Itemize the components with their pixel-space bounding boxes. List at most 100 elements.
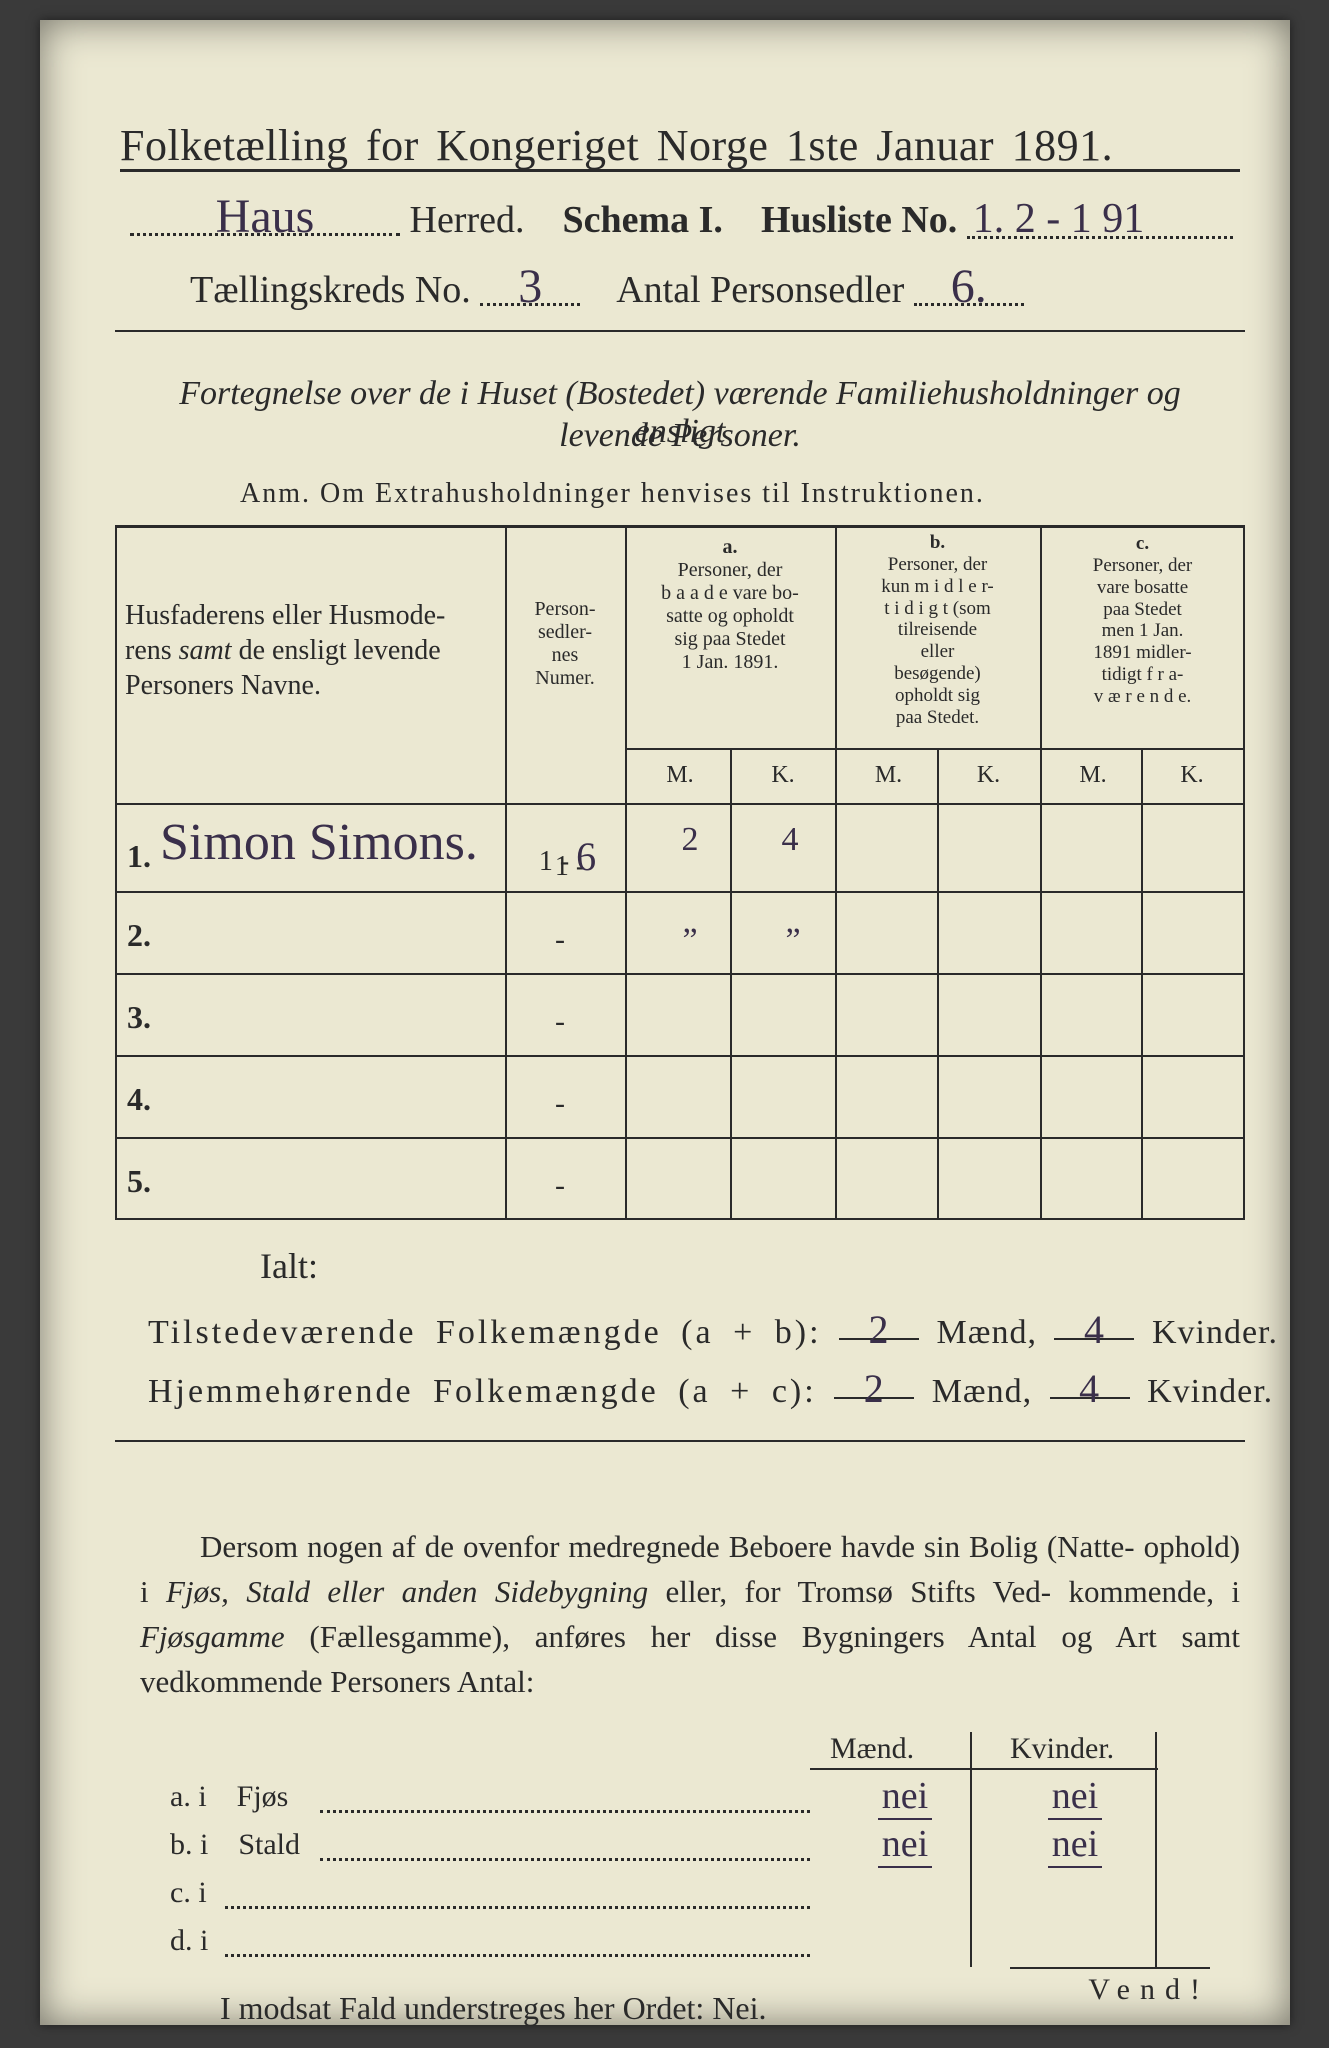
- ialt-label: Ialt:: [260, 1245, 318, 1287]
- cell-numer: -: [555, 1087, 565, 1121]
- table-hline: [625, 748, 1245, 750]
- tot2-k: 4: [1079, 1366, 1100, 1411]
- byg-row: a. i Fjøs nei nei: [170, 1780, 1170, 1828]
- dots: [225, 1954, 810, 1957]
- kvinder-label: Kvinder.: [1147, 1373, 1273, 1410]
- husliste-value: 1. 2 - 1 91: [973, 196, 1145, 242]
- row-name: Simon Simons.: [160, 820, 478, 867]
- antal-value: 6.: [951, 260, 987, 313]
- table-hline: [115, 1137, 1245, 1139]
- row-number: 3.: [127, 999, 151, 1036]
- row-number: 1.: [127, 838, 151, 875]
- para-seg: eller, for Tromsø Stifts Ved-: [648, 1574, 1051, 1609]
- page: Folketælling for Kongeriget Norge 1ste J…: [40, 20, 1290, 1985]
- cell-numer: -: [555, 1005, 565, 1039]
- byg-m: nei: [878, 1774, 932, 1820]
- byg-row: c. i: [170, 1876, 1170, 1924]
- page-title: Folketælling for Kongeriget Norge 1ste J…: [120, 120, 1240, 172]
- dots: [225, 1906, 810, 1909]
- th-numer: Person-sedler-nesNumer.: [510, 598, 620, 690]
- table-vline: [730, 748, 732, 1218]
- table-vline: [115, 528, 117, 1218]
- th-b: b. Personer, derkun m i d l e r-t i d i …: [840, 532, 1035, 729]
- title-text: Folketælling for Kongeriget Norge 1ste J…: [120, 121, 1113, 170]
- herred-field: Haus: [130, 195, 400, 236]
- row-number: 4.: [127, 1081, 151, 1118]
- kreds-value: 3: [518, 260, 542, 313]
- husliste-field: 1. 2 - 1 91: [967, 198, 1233, 239]
- byg-label: b. i: [170, 1828, 208, 1861]
- totals-line-1: Tilstedeværende Folkemængde (a + b): 2 M…: [148, 1306, 1278, 1352]
- dots: [320, 1858, 810, 1861]
- tot1-m: 2: [869, 1307, 890, 1352]
- para-seg: (Fællesgamme), anføres her disse Bygning…: [285, 1619, 1037, 1654]
- main-table: Husfaderens eller Husmode-rens samt de e…: [115, 525, 1245, 528]
- subtitle-line2: levende Personer.: [130, 417, 1230, 455]
- table-vline: [1141, 748, 1143, 1218]
- husliste-label: Husliste No.: [761, 199, 957, 241]
- para-seg-italic: Fjøs, Stald eller anden Sidebygning: [166, 1574, 648, 1609]
- cell-numer: -: [555, 923, 565, 957]
- maend-label: Mænd,: [932, 1373, 1032, 1410]
- byg-k: nei: [1048, 1822, 1102, 1868]
- th-k: K.: [1144, 762, 1240, 790]
- byg-m: nei: [878, 1822, 932, 1868]
- vend-text: Vend!: [1088, 1973, 1210, 2006]
- antal-field: 6.: [914, 265, 1024, 306]
- para-seg: kommende, i: [1069, 1574, 1241, 1609]
- table-hline: [115, 1055, 1245, 1057]
- dots: [320, 1810, 810, 1813]
- cell-numer: 1 - 1 - 66: [515, 833, 620, 880]
- byg-label: a. i: [170, 1780, 207, 1813]
- table-hline: [115, 973, 1245, 975]
- byg-head-m: Mænd.: [830, 1732, 914, 1766]
- table-hline: [115, 1218, 1245, 1220]
- th-k: K.: [733, 762, 833, 790]
- byg-head-rule: [810, 1768, 1158, 1770]
- maend-label: Mænd,: [937, 1314, 1037, 1351]
- antal-label: Antal Personsedler: [616, 269, 904, 311]
- divider: [115, 1440, 1245, 1442]
- anm-note: Anm. Om Extrahusholdninger henvises til …: [240, 478, 985, 510]
- herred-label: Herred.: [410, 199, 525, 241]
- byg-label: c. i: [170, 1876, 207, 1909]
- herred-value: Haus: [216, 190, 315, 243]
- byg-k: nei: [1048, 1774, 1102, 1820]
- th-c: c. Personer, dervare bosattepaa Stedetme…: [1045, 533, 1240, 708]
- row-number: 2.: [127, 917, 151, 954]
- bygning-paragraph: Dersom nogen af de ovenfor medregnede Be…: [140, 1525, 1240, 1705]
- tot1-label: Tilstedeværende Folkemængde (a + b):: [148, 1314, 822, 1351]
- th-m: M.: [840, 762, 937, 790]
- table-hline: [115, 803, 1245, 805]
- kvinder-label: Kvinder.: [1152, 1314, 1278, 1351]
- table-vline: [1243, 528, 1245, 1218]
- table-vline: [1040, 528, 1042, 1218]
- totals-line-2: Hjemmehørende Folkemængde (a + c): 2 Mæn…: [148, 1365, 1273, 1411]
- table-vline: [625, 528, 627, 1218]
- th-a-label: a.: [723, 536, 738, 558]
- row-number: 5.: [127, 1163, 151, 1200]
- para-seg: Dersom nogen af de ovenfor medregnede Be…: [200, 1529, 1135, 1564]
- kreds-label: Tællingskreds No.: [190, 269, 471, 311]
- table-vline: [505, 528, 507, 1218]
- kreds-field: 3: [480, 265, 580, 306]
- cell-aK: 4: [755, 821, 825, 859]
- header-line-2: Haus Herred. Schema I. Husliste No. 1. 2…: [130, 195, 1280, 242]
- th-names: Husfaderens eller Husmode-rens samt de e…: [125, 598, 495, 703]
- byg-row: d. i: [170, 1924, 1170, 1972]
- th-c-label: c.: [1136, 533, 1149, 554]
- tot1-k: 4: [1084, 1307, 1105, 1352]
- byg-head-k: Kvinder.: [1010, 1732, 1114, 1766]
- table-hline: [115, 891, 1245, 893]
- vend-label: Vend!: [1010, 1967, 1210, 2007]
- table-vline: [937, 748, 939, 1218]
- byg-label: d. i: [170, 1924, 208, 1957]
- tot2-m: 2: [864, 1366, 885, 1411]
- cell-numer: -: [555, 1169, 565, 1203]
- tot2-label: Hjemmehørende Folkemængde (a + c):: [148, 1373, 817, 1410]
- th-m: M.: [630, 762, 730, 790]
- cell-aK: „: [763, 903, 823, 941]
- page-background: Folketælling for Kongeriget Norge 1ste J…: [40, 20, 1290, 2025]
- th-m: M.: [1045, 762, 1141, 790]
- byg-name: Fjøs: [237, 1780, 289, 1813]
